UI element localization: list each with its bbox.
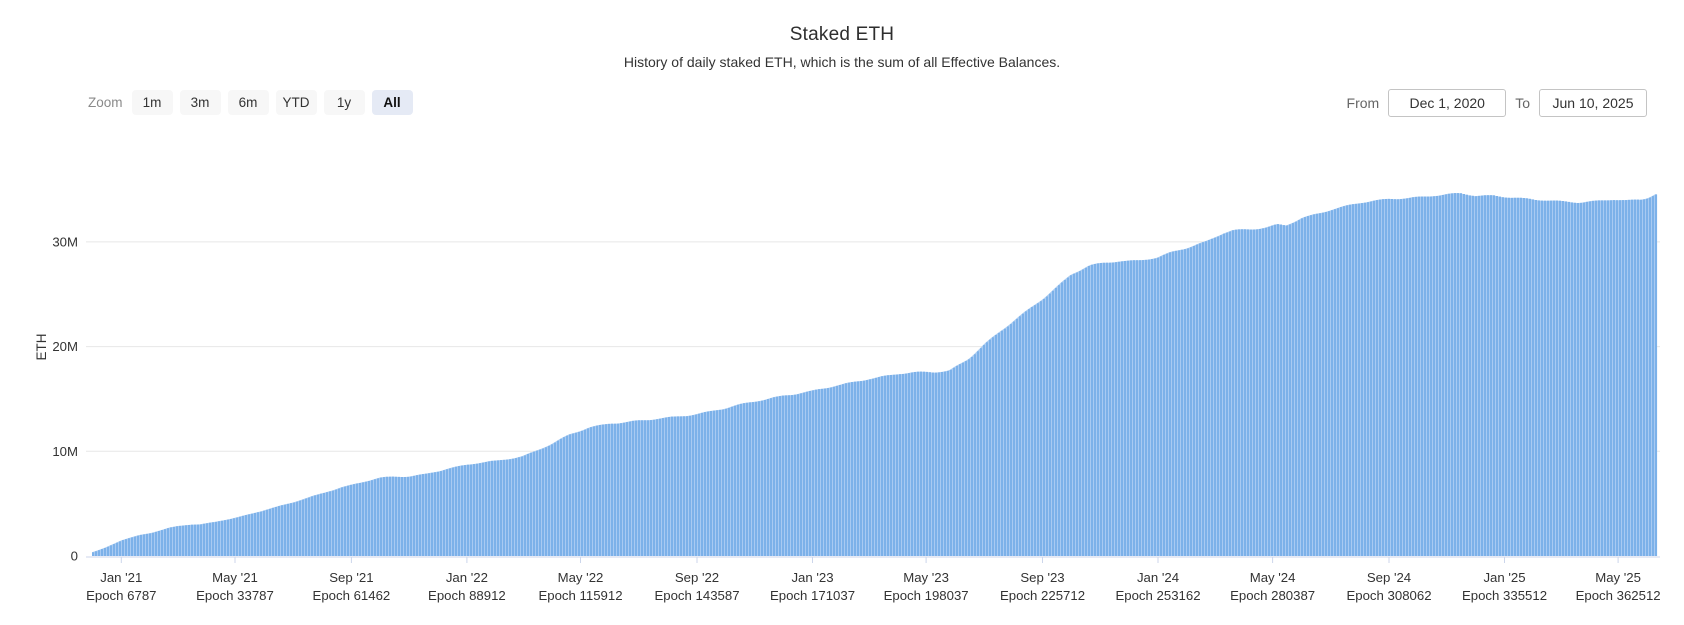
svg-text:Epoch 308062: Epoch 308062: [1346, 588, 1431, 603]
zoom-button-1y[interactable]: 1y: [323, 90, 365, 115]
svg-text:Sep '24: Sep '24: [1367, 570, 1411, 585]
svg-text:May '25: May '25: [1595, 570, 1641, 585]
x-axis-labels: Jan '21 Epoch 6787 May '21 Epoch 33787 Sep '…: [86, 570, 1661, 603]
svg-text:Jan '23: Jan '23: [791, 570, 833, 585]
svg-text:Sep '23: Sep '23: [1020, 570, 1064, 585]
from-date-input[interactable]: [1388, 89, 1507, 117]
date-range-controls: From To: [1347, 89, 1647, 117]
zoom-button-1m[interactable]: 1m: [131, 90, 173, 115]
svg-text:May '21: May '21: [212, 570, 258, 585]
svg-text:Jan '21: Jan '21: [100, 570, 142, 585]
from-label: From: [1346, 95, 1380, 111]
svg-text:Jan '24: Jan '24: [1137, 570, 1179, 585]
svg-text:Epoch 88912: Epoch 88912: [428, 588, 506, 603]
svg-text:May '22: May '22: [558, 570, 604, 585]
svg-text:Jan '22: Jan '22: [446, 570, 488, 585]
svg-text:0: 0: [71, 549, 78, 564]
x-axis-tickmarks: [120, 557, 1619, 563]
svg-text:Epoch 335512: Epoch 335512: [1462, 588, 1547, 603]
svg-text:Epoch 61462: Epoch 61462: [313, 588, 391, 603]
svg-text:Sep '21: Sep '21: [329, 570, 373, 585]
svg-text:Jan '25: Jan '25: [1483, 570, 1525, 585]
svg-text:30M: 30M: [52, 234, 78, 249]
y-axis-title: ETH: [34, 334, 49, 361]
chart-subtitle: History of daily staked ETH, which is th…: [623, 54, 1061, 70]
zoom-label: Zoom: [88, 95, 123, 110]
svg-text:Epoch 115912: Epoch 115912: [538, 588, 622, 603]
zoom-button-3m[interactable]: 3m: [179, 90, 221, 115]
svg-text:Epoch 225712: Epoch 225712: [1000, 588, 1085, 603]
to-label: To: [1515, 95, 1530, 111]
svg-text:20M: 20M: [52, 339, 78, 354]
zoom-button-6m[interactable]: 6m: [227, 90, 269, 115]
svg-text:Epoch 6787: Epoch 6787: [86, 588, 156, 603]
svg-text:Epoch 33787: Epoch 33787: [196, 588, 274, 603]
svg-text:Epoch 143587: Epoch 143587: [654, 588, 739, 603]
staked-eth-bars: [92, 193, 1658, 557]
svg-text:Sep '22: Sep '22: [675, 570, 719, 585]
svg-text:Epoch 253162: Epoch 253162: [1115, 588, 1200, 603]
svg-text:May '23: May '23: [903, 570, 949, 585]
zoom-button-ytd[interactable]: YTD: [275, 90, 317, 115]
svg-text:Epoch 171037: Epoch 171037: [770, 588, 855, 603]
y-axis-labels: 0 10M 20M 30M: [52, 234, 78, 563]
zoom-button-all[interactable]: All: [371, 90, 413, 115]
svg-text:Epoch 362512: Epoch 362512: [1576, 588, 1661, 603]
zoom-toolbar: Zoom 1m 3m 6m YTD 1y All: [88, 90, 413, 115]
svg-text:May '24: May '24: [1250, 570, 1296, 585]
svg-text:Epoch 198037: Epoch 198037: [884, 588, 969, 603]
to-date-input[interactable]: [1539, 89, 1647, 117]
chart-title: Staked ETH: [789, 24, 895, 45]
svg-text:Epoch 280387: Epoch 280387: [1230, 588, 1315, 603]
svg-text:10M: 10M: [52, 444, 78, 459]
